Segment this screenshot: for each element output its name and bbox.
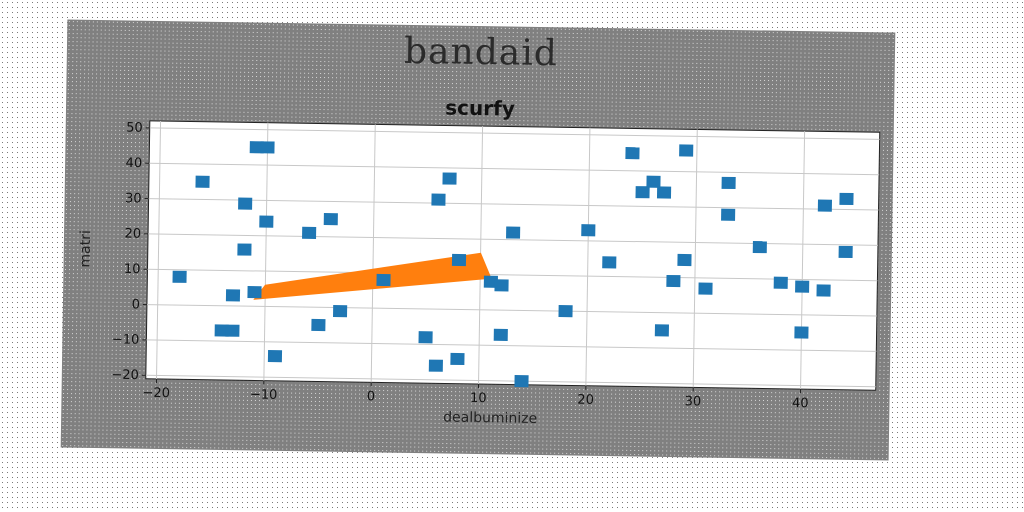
y-tick-label: 0 xyxy=(132,297,141,312)
x-tick-label: 10 xyxy=(470,391,487,406)
scatter-point xyxy=(302,226,317,240)
scatter-point xyxy=(838,245,853,259)
y-gridline xyxy=(146,339,877,352)
scatter-point xyxy=(602,256,617,269)
scatter-point xyxy=(666,274,681,288)
scatter-point xyxy=(558,305,573,318)
scatter-point xyxy=(172,270,187,283)
scatter-point xyxy=(260,141,275,154)
y-gridline xyxy=(147,268,878,282)
scatter-point xyxy=(635,186,650,199)
scatter-point xyxy=(721,208,736,221)
x-axis-label: dealbuminize xyxy=(443,409,537,426)
scatter-point xyxy=(267,349,283,363)
scatter-point xyxy=(451,253,467,267)
scatter-point xyxy=(839,192,854,206)
x-gridline xyxy=(800,131,806,390)
scatter-point xyxy=(816,284,831,297)
scatter-point xyxy=(794,326,809,339)
band-polygon xyxy=(253,252,492,300)
y-gridline xyxy=(145,374,876,388)
scatter-point xyxy=(646,175,661,188)
scatter-point xyxy=(249,141,264,154)
scatter-point xyxy=(431,193,446,206)
y-gridline xyxy=(146,304,877,317)
scatter-point xyxy=(679,144,694,157)
scatter-point xyxy=(333,305,348,318)
y-tick-label: 10 xyxy=(124,262,141,277)
x-gridline xyxy=(370,124,376,383)
scatter-point xyxy=(581,224,596,237)
scatter-point xyxy=(677,253,692,267)
scatter-point xyxy=(795,280,810,293)
scatter-point xyxy=(418,331,433,344)
scatter-point xyxy=(752,240,767,254)
x-gridline xyxy=(585,127,591,386)
x-tick-label: −20 xyxy=(142,386,170,401)
x-tick-label: 40 xyxy=(792,396,809,411)
scatter-point xyxy=(323,213,338,226)
x-tick-label: 0 xyxy=(367,389,376,404)
scatter-point xyxy=(625,147,640,160)
y-gridline xyxy=(148,198,879,211)
y-gridline xyxy=(149,162,880,176)
scatter-point xyxy=(483,275,498,288)
scatter-point xyxy=(654,324,669,337)
scatter-point xyxy=(506,226,521,239)
y-tick-label: 30 xyxy=(125,191,142,206)
scatter-point xyxy=(428,359,443,372)
scatter-point xyxy=(442,172,457,185)
scatter-point xyxy=(493,328,508,341)
x-gridline xyxy=(263,122,269,381)
scatter-point xyxy=(450,352,465,366)
y-tick-label: 20 xyxy=(124,227,141,242)
figure: bandaid scurfy −20 −10 0 10 20 30 40 −20 −10 0 10 2… xyxy=(60,19,896,461)
scatter-point xyxy=(225,324,240,337)
scatter-point xyxy=(195,175,210,188)
scatter-point xyxy=(238,197,253,210)
scatter-plot: −20 −10 0 10 20 30 40 −20 −10 0 10 20 30 40 50 dealbumi… xyxy=(78,120,881,427)
scatter-point xyxy=(773,276,788,289)
y-tick-label: 40 xyxy=(125,156,142,171)
scatter-point xyxy=(225,289,241,302)
scatter-point xyxy=(721,176,736,190)
scatter-point xyxy=(237,243,252,256)
y-tick-label: −20 xyxy=(111,368,139,383)
y-axis-label: matri xyxy=(78,230,95,268)
scatter-point xyxy=(247,286,262,299)
scatter-point xyxy=(817,199,832,212)
scatter-point xyxy=(214,324,229,337)
scatter-point xyxy=(311,318,326,332)
x-tick-label: 20 xyxy=(577,393,594,408)
scatter-point xyxy=(259,215,274,228)
y-tick-label: 50 xyxy=(126,121,143,136)
scatter-point xyxy=(656,186,672,199)
x-gridline xyxy=(692,129,698,388)
scatter-point xyxy=(494,279,509,292)
y-tick-label: −10 xyxy=(112,332,140,347)
scatter-point xyxy=(514,375,529,388)
x-tick-label: 30 xyxy=(685,394,702,409)
x-tick-label: −10 xyxy=(250,387,278,402)
x-gridline xyxy=(156,120,162,379)
y-gridline xyxy=(149,127,880,140)
scatter-point xyxy=(376,273,391,287)
scatter-point xyxy=(698,282,713,295)
